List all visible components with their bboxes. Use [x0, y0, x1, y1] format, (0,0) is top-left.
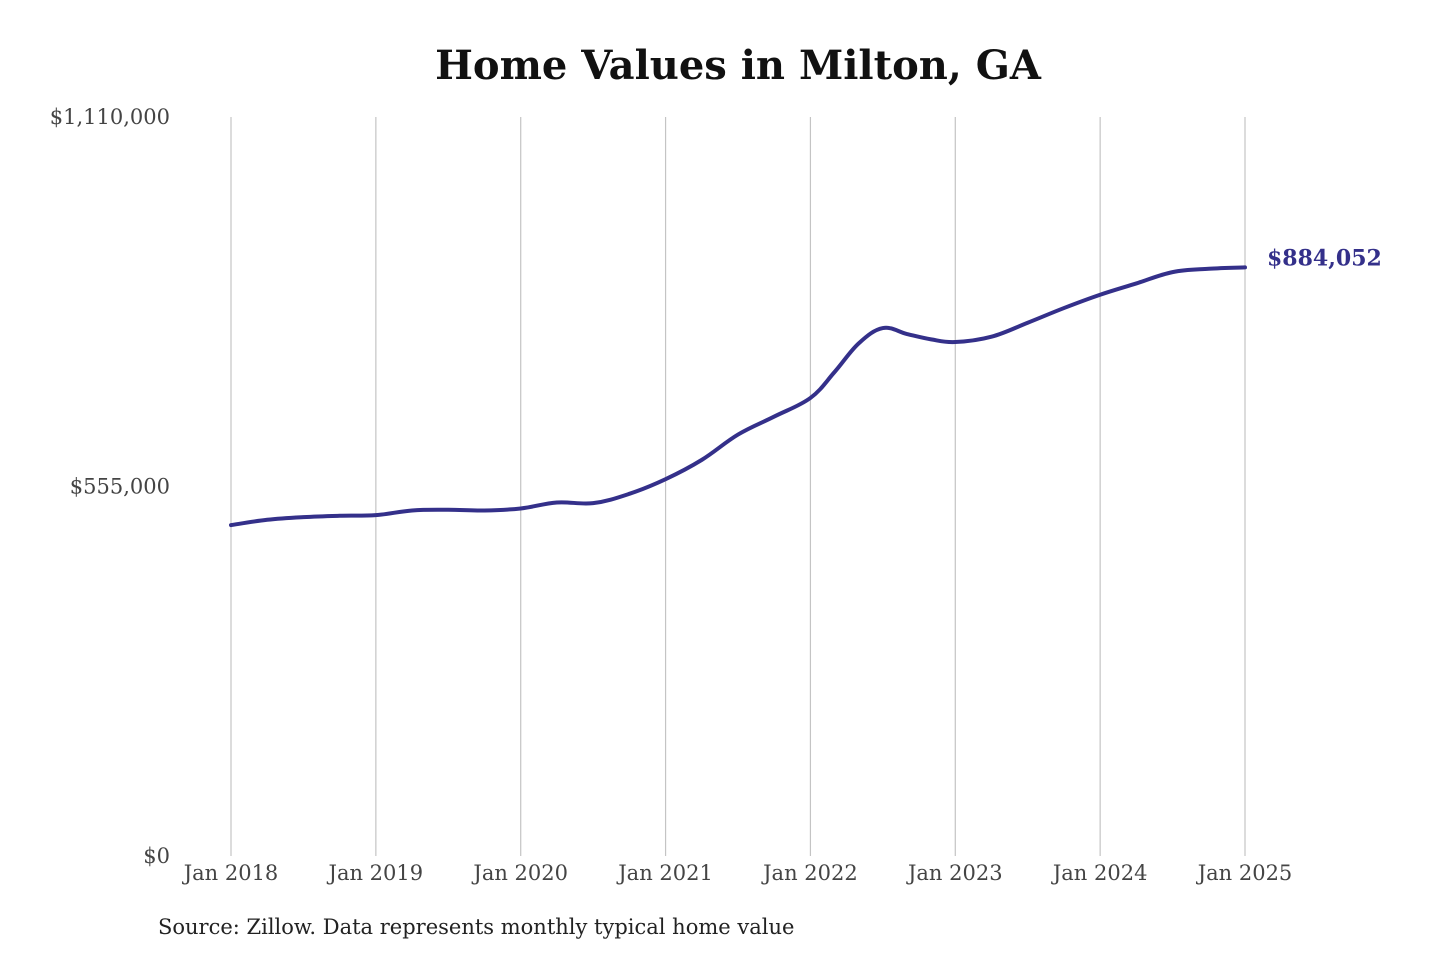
- y-tick-label: $1,110,000: [50, 105, 170, 129]
- x-tick-label: Jan 2018: [182, 861, 279, 885]
- x-tick-label: Jan 2021: [616, 861, 713, 885]
- source-note: Source: Zillow. Data represents monthly …: [158, 915, 795, 939]
- x-tick-label: Jan 2019: [327, 861, 424, 885]
- gridlines: [230, 117, 1246, 856]
- chart-title: Home Values in Milton, GA: [435, 42, 1041, 89]
- y-axis: $0 $555,000 $1,110,000: [50, 105, 170, 868]
- x-tick-label: Jan 2022: [761, 861, 858, 885]
- x-tick-label: Jan 2023: [906, 861, 1003, 885]
- end-value-label: $884,052: [1267, 245, 1382, 271]
- x-tick-label: Jan 2024: [1051, 861, 1148, 885]
- x-tick-label: Jan 2020: [471, 861, 568, 885]
- series-line: [229, 265, 1247, 528]
- y-tick-label: $555,000: [70, 475, 170, 499]
- y-tick-label: $0: [143, 844, 170, 868]
- x-axis: Jan 2018 Jan 2019 Jan 2020 Jan 2021 Jan 2022…: [182, 861, 1293, 885]
- series-layer: $884,052: [229, 245, 1382, 528]
- x-tick-label: Jan 2025: [1196, 861, 1293, 885]
